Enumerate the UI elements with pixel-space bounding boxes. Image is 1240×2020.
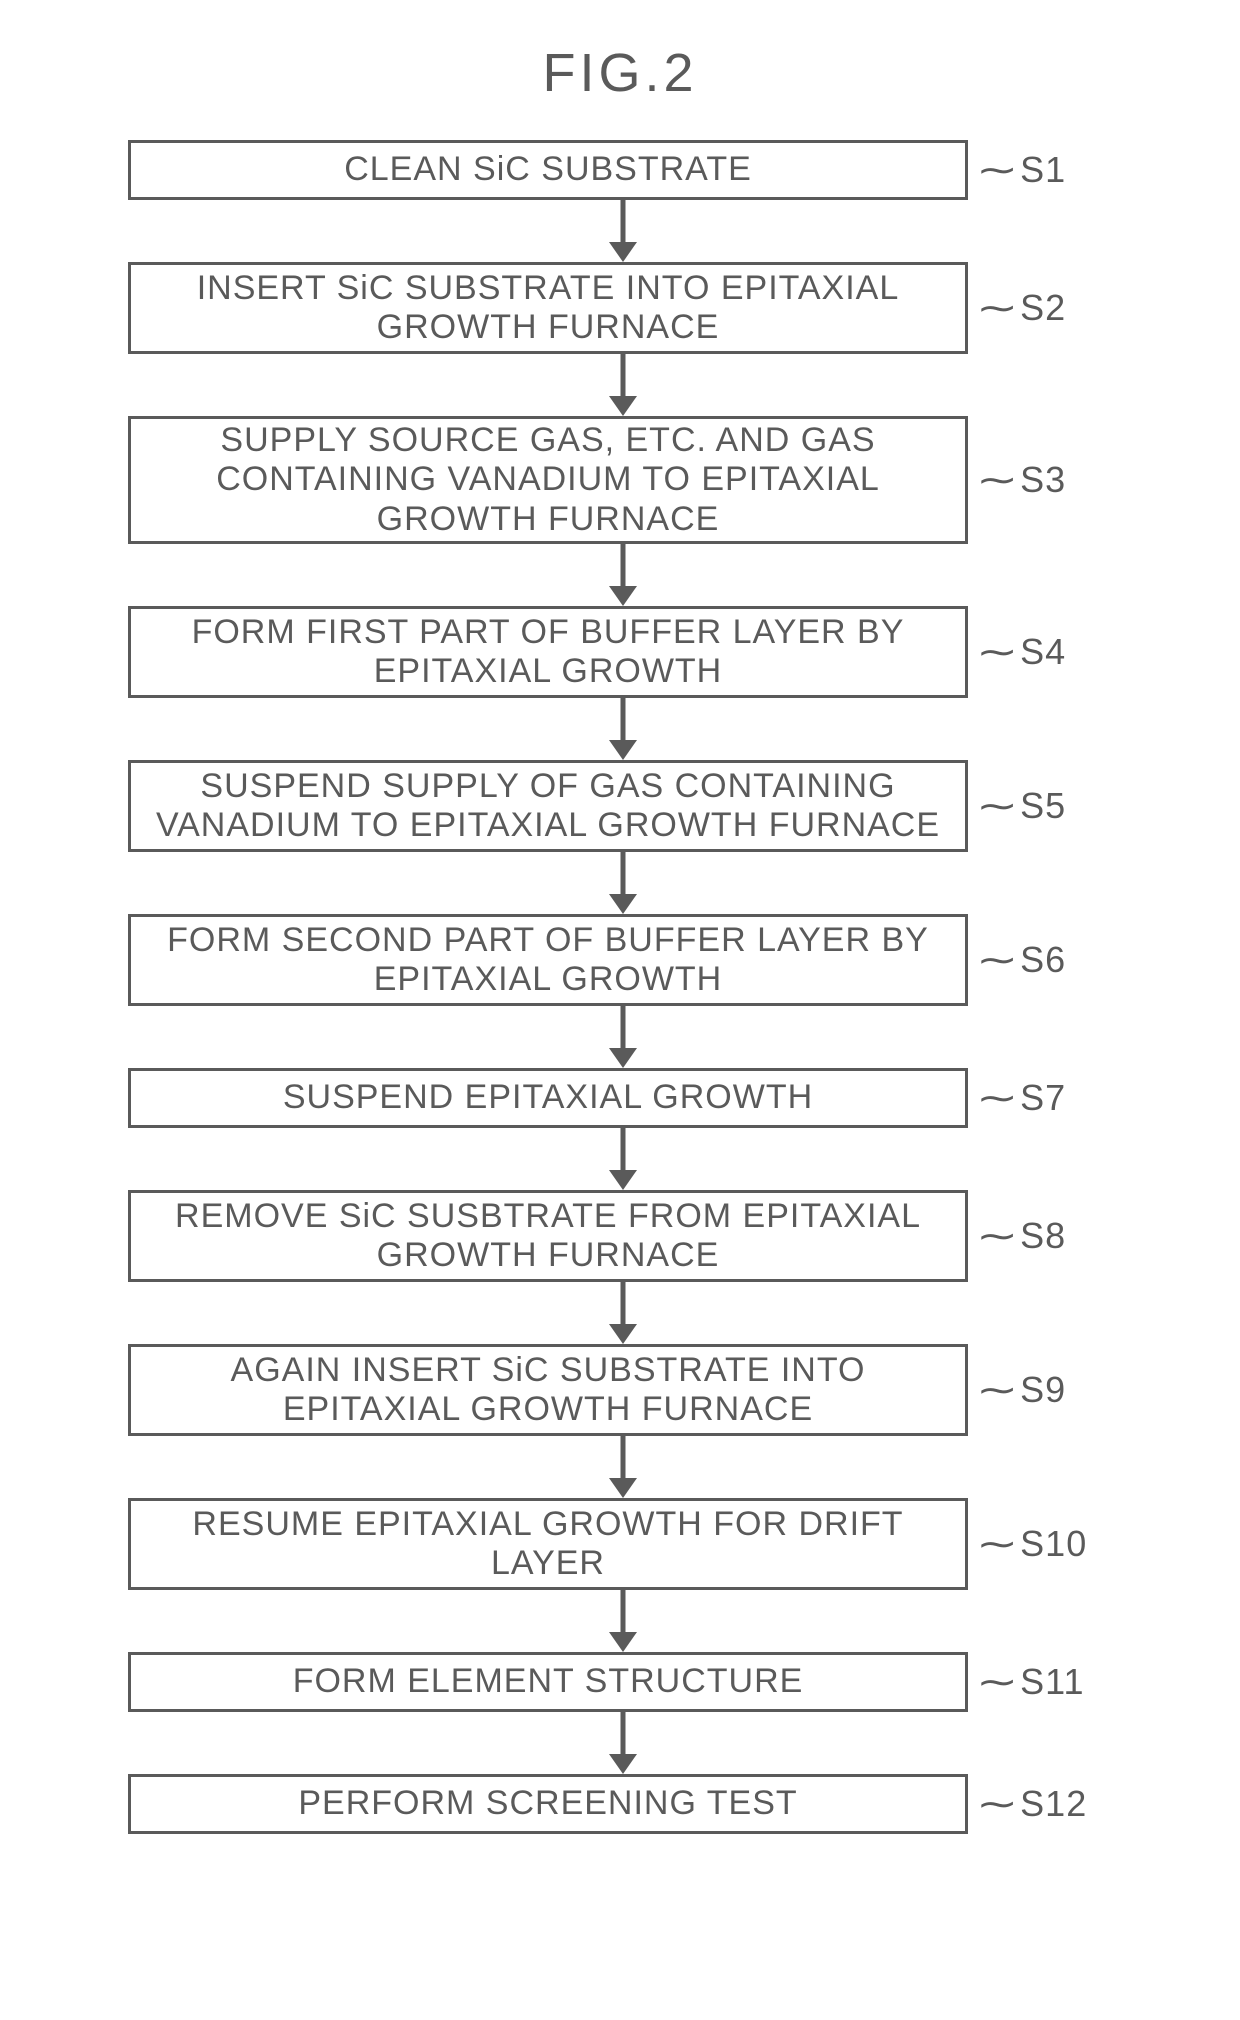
step-label-wrap: ∼S6 <box>968 939 1066 981</box>
step-label: S7 <box>1020 1077 1066 1119</box>
step-label: S6 <box>1020 939 1066 981</box>
tilde-connector: ∼ <box>976 1661 1018 1703</box>
flow-step-box: FORM ELEMENT STRUCTURE <box>128 1652 968 1712</box>
step-label: S2 <box>1020 287 1066 329</box>
flow-step-box: AGAIN INSERT SiC SUBSTRATE INTOEPITAXIAL… <box>128 1344 968 1436</box>
step-label: S12 <box>1020 1783 1087 1825</box>
flow-step-row: FORM SECOND PART OF BUFFER LAYER BYEPITA… <box>128 914 1118 1006</box>
flow-step-box: CLEAN SiC SUBSTRATE <box>128 140 968 200</box>
step-label: S5 <box>1020 785 1066 827</box>
flow-step-row: REMOVE SiC SUSBTRATE FROM EPITAXIALGROWT… <box>128 1190 1118 1282</box>
step-label-wrap: ∼S8 <box>968 1215 1066 1257</box>
flow-arrow <box>203 1712 1043 1774</box>
flow-arrow <box>203 1282 1043 1344</box>
step-label: S1 <box>1020 149 1066 191</box>
tilde-connector: ∼ <box>976 1077 1018 1119</box>
flow-step-row: SUSPEND EPITAXIAL GROWTH∼S7 <box>128 1068 1118 1128</box>
flow-step-box: SUSPEND EPITAXIAL GROWTH <box>128 1068 968 1128</box>
tilde-connector: ∼ <box>976 631 1018 673</box>
tilde-connector: ∼ <box>976 459 1018 501</box>
step-label: S3 <box>1020 459 1066 501</box>
flow-step-box: INSERT SiC SUBSTRATE INTO EPITAXIALGROWT… <box>128 262 968 354</box>
flow-step-box: FORM SECOND PART OF BUFFER LAYER BYEPITA… <box>128 914 968 1006</box>
flow-step-box: REMOVE SiC SUSBTRATE FROM EPITAXIALGROWT… <box>128 1190 968 1282</box>
step-label: S11 <box>1020 1661 1084 1703</box>
flow-step-row: RESUME EPITAXIAL GROWTH FOR DRIFTLAYER∼S… <box>128 1498 1118 1590</box>
flow-step-box: SUSPEND SUPPLY OF GAS CONTAININGVANADIUM… <box>128 760 968 852</box>
step-label-wrap: ∼S11 <box>968 1661 1085 1703</box>
figure-title: FIG.2 <box>0 42 1240 104</box>
flow-step-row: SUSPEND SUPPLY OF GAS CONTAININGVANADIUM… <box>128 760 1118 852</box>
tilde-connector: ∼ <box>976 939 1018 981</box>
flow-arrow <box>203 1436 1043 1498</box>
flowchart-container: CLEAN SiC SUBSTRATE∼S1INSERT SiC SUBSTRA… <box>128 140 1118 1834</box>
flow-arrow <box>203 1128 1043 1190</box>
step-label-wrap: ∼S12 <box>968 1783 1087 1825</box>
step-label-wrap: ∼S3 <box>968 459 1066 501</box>
step-label-wrap: ∼S10 <box>968 1523 1087 1565</box>
flow-step-box: RESUME EPITAXIAL GROWTH FOR DRIFTLAYER <box>128 1498 968 1590</box>
tilde-connector: ∼ <box>976 1369 1018 1411</box>
flow-step-row: CLEAN SiC SUBSTRATE∼S1 <box>128 140 1118 200</box>
step-label-wrap: ∼S7 <box>968 1077 1066 1119</box>
flow-arrow <box>203 354 1043 416</box>
flow-arrow <box>203 1590 1043 1652</box>
flow-step-row: INSERT SiC SUBSTRATE INTO EPITAXIALGROWT… <box>128 262 1118 354</box>
flow-step-box: FORM FIRST PART OF BUFFER LAYER BYEPITAX… <box>128 606 968 698</box>
step-label: S8 <box>1020 1215 1066 1257</box>
flow-step-row: AGAIN INSERT SiC SUBSTRATE INTOEPITAXIAL… <box>128 1344 1118 1436</box>
flow-arrow <box>203 1006 1043 1068</box>
step-label: S4 <box>1020 631 1066 673</box>
step-label-wrap: ∼S2 <box>968 287 1066 329</box>
flow-step-row: FORM ELEMENT STRUCTURE∼S11 <box>128 1652 1118 1712</box>
flow-step-row: FORM FIRST PART OF BUFFER LAYER BYEPITAX… <box>128 606 1118 698</box>
flow-step-box: SUPPLY SOURCE GAS, ETC. AND GASCONTAININ… <box>128 416 968 544</box>
tilde-connector: ∼ <box>976 1215 1018 1257</box>
flow-step-box: PERFORM SCREENING TEST <box>128 1774 968 1834</box>
flow-arrow <box>203 698 1043 760</box>
tilde-connector: ∼ <box>976 287 1018 329</box>
flow-arrow <box>203 544 1043 606</box>
step-label: S9 <box>1020 1369 1066 1411</box>
tilde-connector: ∼ <box>976 785 1018 827</box>
flow-arrow <box>203 852 1043 914</box>
tilde-connector: ∼ <box>976 1523 1018 1565</box>
flow-step-row: SUPPLY SOURCE GAS, ETC. AND GASCONTAININ… <box>128 416 1118 544</box>
step-label-wrap: ∼S1 <box>968 149 1066 191</box>
step-label: S10 <box>1020 1523 1087 1565</box>
flow-step-row: PERFORM SCREENING TEST∼S12 <box>128 1774 1118 1834</box>
step-label-wrap: ∼S5 <box>968 785 1066 827</box>
step-label-wrap: ∼S4 <box>968 631 1066 673</box>
tilde-connector: ∼ <box>976 1783 1018 1825</box>
flow-arrow <box>203 200 1043 262</box>
step-label-wrap: ∼S9 <box>968 1369 1066 1411</box>
tilde-connector: ∼ <box>976 149 1018 191</box>
